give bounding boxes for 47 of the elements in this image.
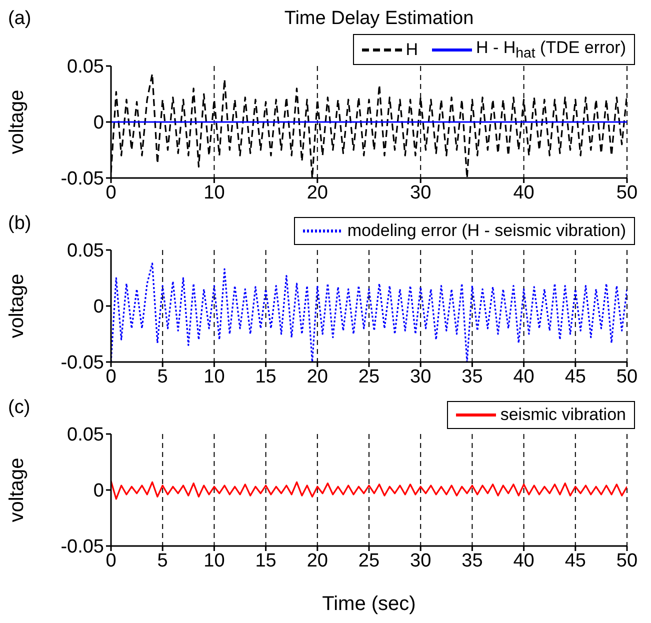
x-tick-label: 20: [306, 550, 328, 572]
y-tick-label: 0: [93, 296, 104, 318]
y-axis-title: voltage: [6, 274, 28, 338]
legend-label: seismic vibration: [500, 405, 626, 425]
x-tick-label: 35: [462, 550, 483, 572]
x-tick-label: 15: [255, 550, 276, 572]
x-tick-label: 20: [306, 182, 328, 204]
x-tick-label: 20: [306, 366, 328, 388]
x-tick-label: 10: [204, 182, 225, 204]
legend-label: modeling error (H - seismic vibration): [347, 221, 626, 241]
x-tick-label: 30: [410, 366, 432, 388]
x-tick-label: 5: [157, 366, 168, 388]
y-tick-label: 0.05: [67, 56, 104, 78]
text: (b): [8, 213, 32, 235]
y-tick-label: 0: [93, 480, 104, 502]
x-tick-label: 35: [462, 366, 483, 388]
y-tick-label: -0.05: [60, 168, 104, 190]
x-tick-label: 50: [616, 550, 638, 572]
x-tick-label: 40: [513, 182, 534, 204]
x-tick-label: 40: [513, 366, 534, 388]
text: (a): [8, 8, 32, 30]
x-tick-label: 30: [410, 182, 432, 204]
y-tick-label: -0.05: [60, 352, 104, 374]
legend-label: H: [406, 40, 418, 60]
x-tick-label: 45: [564, 550, 586, 572]
chart-title: Time Delay Estimation: [283, 8, 475, 30]
x-tick-label: 25: [358, 366, 380, 388]
y-tick-label: -0.05: [60, 536, 104, 558]
y-tick-label: 0.05: [67, 424, 104, 446]
x-tick-label: 50: [616, 366, 638, 388]
legend-label: H - H$_{hat}$ (TDE error): [476, 38, 626, 62]
x-tick-label: 10: [204, 550, 225, 572]
x-tick-label: 25: [358, 550, 380, 572]
x-tick-label: 40: [513, 550, 534, 572]
x-tick-label: 5: [157, 550, 168, 572]
y-axis-title: voltage: [6, 90, 28, 154]
line-series: [111, 480, 627, 500]
y-tick-label: 0.05: [67, 240, 104, 262]
x-tick-label: 30: [410, 550, 432, 572]
x-axis-title: Time (sec): [322, 593, 416, 615]
text: (c): [8, 397, 30, 419]
x-tick-label: 45: [564, 366, 586, 388]
x-tick-label: 15: [255, 366, 276, 388]
y-tick-label: 0: [93, 112, 104, 134]
x-tick-label: 50: [616, 182, 638, 204]
x-tick-label: 10: [204, 366, 225, 388]
y-axis-title: voltage: [6, 458, 28, 522]
